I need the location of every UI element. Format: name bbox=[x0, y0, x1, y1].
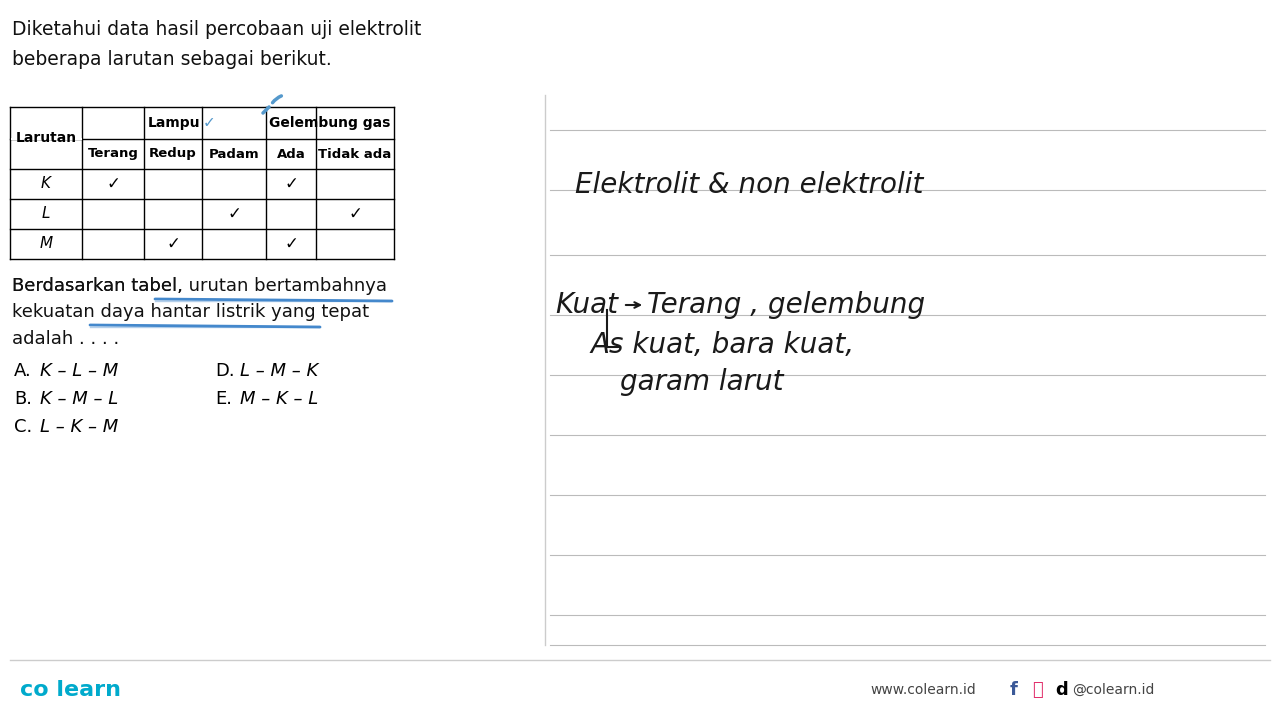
Text: ✓: ✓ bbox=[166, 235, 180, 253]
Text: K: K bbox=[41, 176, 51, 192]
Text: Lampu: Lampu bbox=[147, 116, 200, 130]
Text: co learn: co learn bbox=[20, 680, 122, 700]
Text: Gelembung gas: Gelembung gas bbox=[269, 116, 390, 130]
Text: d: d bbox=[1055, 681, 1068, 699]
Text: Tidak ada: Tidak ada bbox=[319, 148, 392, 161]
Text: D.: D. bbox=[215, 362, 234, 380]
Text: @colearn.id: @colearn.id bbox=[1073, 683, 1155, 697]
Text: M – K – L: M – K – L bbox=[241, 390, 319, 408]
Text: ✓: ✓ bbox=[106, 175, 120, 193]
Text: Berdasarkan tabel, urutan bertambahnya
kekuatan daya hantar listrik yang tepat
a: Berdasarkan tabel, urutan bertambahnya k… bbox=[12, 277, 387, 348]
Text: Diketahui data hasil percobaan uji elektrolit: Diketahui data hasil percobaan uji elekt… bbox=[12, 20, 421, 39]
Text: ✓: ✓ bbox=[202, 115, 215, 130]
Text: garam larut: garam larut bbox=[620, 368, 783, 396]
Text: Padam: Padam bbox=[209, 148, 260, 161]
Text: K – M – L: K – M – L bbox=[40, 390, 118, 408]
Text: C.: C. bbox=[14, 418, 32, 436]
Text: Redup: Redup bbox=[150, 148, 197, 161]
Text: A.: A. bbox=[14, 362, 32, 380]
Text: L: L bbox=[42, 207, 50, 222]
Text: B.: B. bbox=[14, 390, 32, 408]
Text: ✓: ✓ bbox=[284, 235, 298, 253]
Text: ⓘ: ⓘ bbox=[1032, 681, 1043, 699]
Text: ✓: ✓ bbox=[227, 205, 241, 223]
Text: ✓: ✓ bbox=[348, 205, 362, 223]
Text: Terang , gelembung: Terang , gelembung bbox=[646, 291, 925, 319]
Text: www.colearn.id: www.colearn.id bbox=[870, 683, 975, 697]
Text: K – L – M: K – L – M bbox=[40, 362, 118, 380]
Text: ✓: ✓ bbox=[284, 175, 298, 193]
Text: Elektrolit & non elektrolit: Elektrolit & non elektrolit bbox=[575, 171, 923, 199]
Text: As kuat, bara kuat,: As kuat, bara kuat, bbox=[590, 331, 854, 359]
Text: Kuat: Kuat bbox=[556, 291, 618, 319]
Text: M: M bbox=[40, 236, 52, 251]
Text: Ada: Ada bbox=[276, 148, 306, 161]
Text: L – M – K: L – M – K bbox=[241, 362, 319, 380]
Text: L – K – M: L – K – M bbox=[40, 418, 118, 436]
Text: Terang: Terang bbox=[87, 148, 138, 161]
Bar bbox=[10, 138, 82, 140]
Text: Larutan: Larutan bbox=[15, 131, 77, 145]
Text: Berdasarkan tabel,: Berdasarkan tabel, bbox=[12, 277, 188, 295]
Text: E.: E. bbox=[215, 390, 232, 408]
Text: f: f bbox=[1010, 681, 1018, 699]
Text: beberapa larutan sebagai berikut.: beberapa larutan sebagai berikut. bbox=[12, 50, 332, 69]
